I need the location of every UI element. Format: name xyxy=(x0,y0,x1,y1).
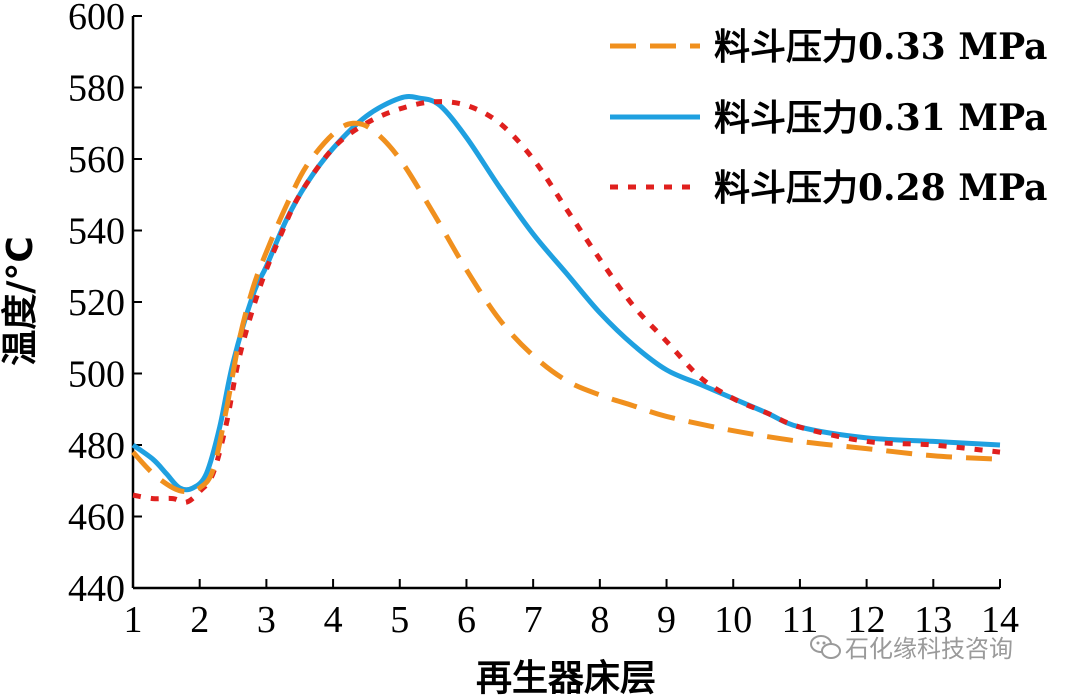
watermark: 石化缘科技咨询 xyxy=(810,635,1013,663)
x-axis-title: 再生器床层 xyxy=(476,658,656,696)
series-line-1 xyxy=(131,94,1001,493)
series-line-2 xyxy=(132,99,1001,505)
x-tick-label: 12 xyxy=(848,599,886,641)
y-tick-label: 580 xyxy=(68,68,125,110)
x-tick-label: 8 xyxy=(590,599,609,641)
y-tick-label: 440 xyxy=(68,568,125,610)
x-tick-label: 14 xyxy=(981,599,1019,641)
x-tick-label: 7 xyxy=(524,599,543,641)
x-tick-label: 5 xyxy=(390,599,409,641)
legend-label-1: 料斗压力0.31 MPa xyxy=(714,97,1048,139)
y-axis-title-group: 温度/°C xyxy=(0,236,41,366)
legend-label-0: 料斗压力0.33 MPa xyxy=(714,26,1048,68)
watermark-text: 石化缘科技咨询 xyxy=(845,635,1013,663)
x-tick-label: 11 xyxy=(782,599,819,641)
wechat-icon xyxy=(810,635,841,659)
legend: 料斗压力0.33 MPa 料斗压力0.31 MPa 料斗压力0.28 MPa xyxy=(610,26,1048,209)
legend-label-2: 料斗压力0.28 MPa xyxy=(714,167,1048,209)
x-tick-label: 2 xyxy=(190,599,209,641)
x-tick-label: 9 xyxy=(657,599,676,641)
y-tick-label: 500 xyxy=(68,354,125,396)
plot-area xyxy=(131,94,1001,505)
y-tick-label: 600 xyxy=(68,0,125,38)
y-tick-label: 480 xyxy=(68,425,125,467)
series-line-0 xyxy=(131,120,1001,495)
x-tick-label: 13 xyxy=(914,599,952,641)
x-axis-title-group: 再生器床层 xyxy=(476,658,656,696)
y-tick-label: 460 xyxy=(68,497,125,539)
y-tick-label: 540 xyxy=(68,211,125,253)
x-tick-label: 3 xyxy=(257,599,276,641)
x-tick-label: 6 xyxy=(457,599,476,641)
x-tick-label: 4 xyxy=(324,599,343,641)
x-tick-label: 10 xyxy=(714,599,752,641)
y-axis-title: 温度/°C xyxy=(0,236,41,366)
x-tick-label: 1 xyxy=(124,599,143,641)
y-tick-label: 560 xyxy=(68,139,125,181)
y-tick-label: 520 xyxy=(68,282,125,324)
